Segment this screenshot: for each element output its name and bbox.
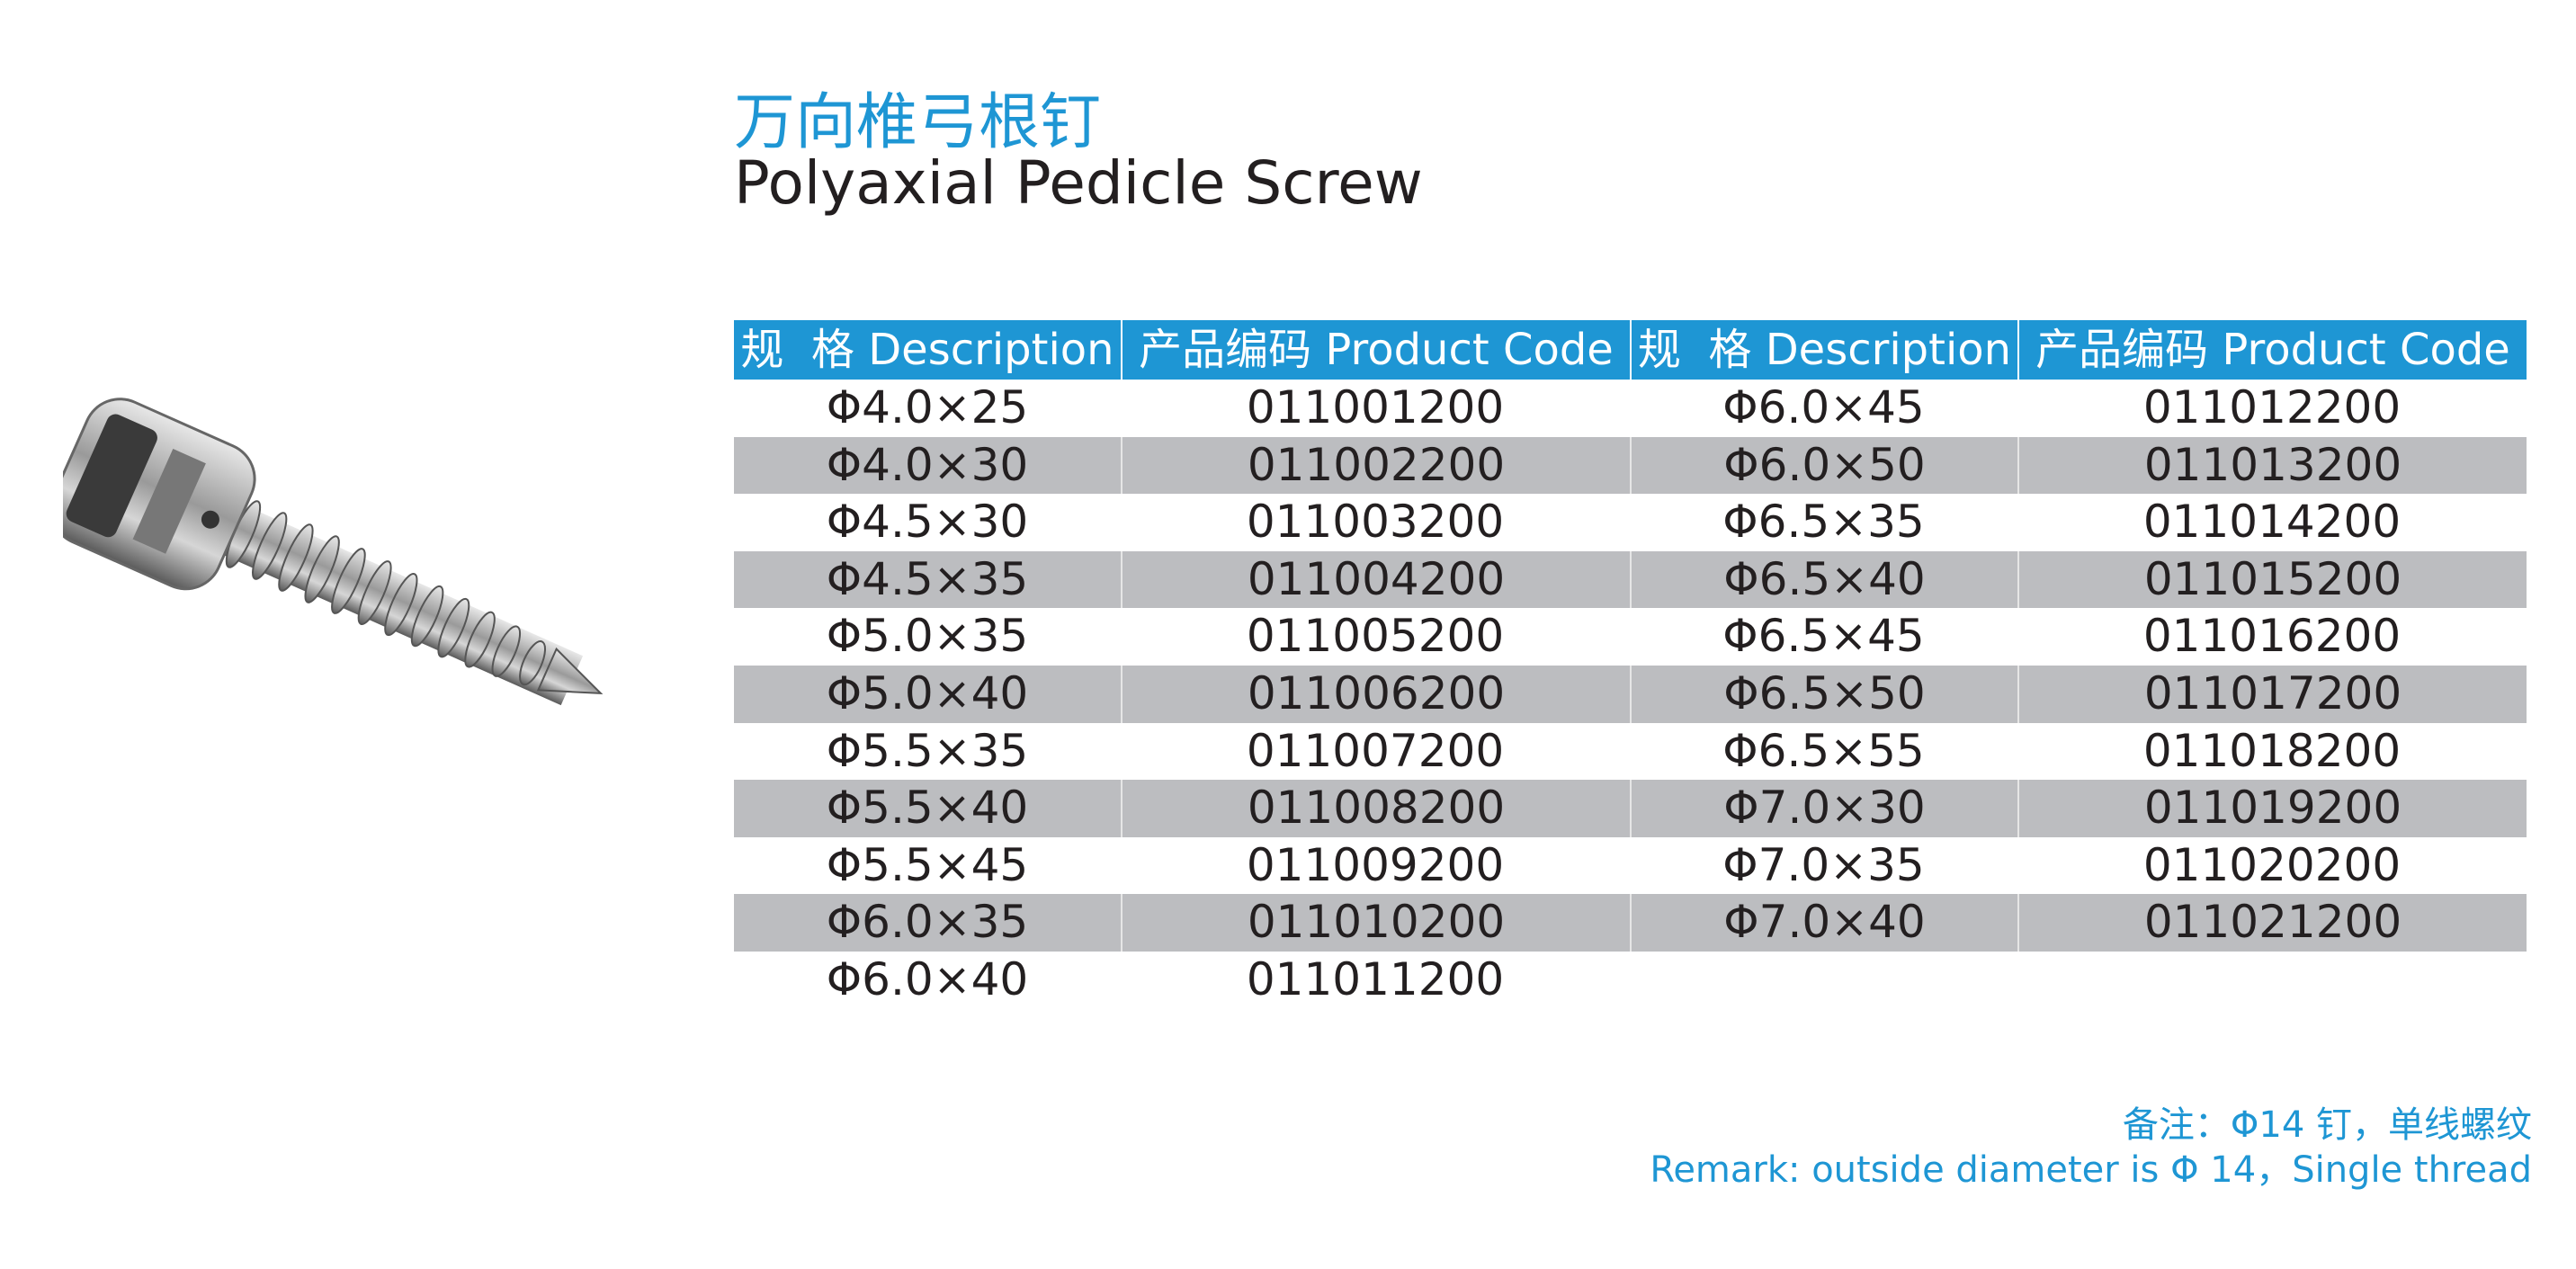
table-cell: Φ4.0×25 xyxy=(826,381,1029,433)
table-cell: Φ6.5×35 xyxy=(1722,496,1925,549)
table-cell: 011019200 xyxy=(2017,780,2527,837)
table-cell: 011017200 xyxy=(2017,666,2527,723)
table-cell: Φ5.5×35 xyxy=(826,724,1029,777)
empty-cell xyxy=(2017,952,2527,1009)
header-cell: 规 格 Description xyxy=(734,320,1121,380)
table-cell: Φ4.0×30 xyxy=(734,436,1121,495)
table-cell: Φ6.0×40 xyxy=(826,953,1029,1005)
table-cell: 011013200 xyxy=(2017,436,2527,495)
table-cell: Φ4.5×35 xyxy=(734,550,1121,609)
subtitle: Polyaxial Pedicle Screw xyxy=(734,148,1423,218)
header-cell: 规 格 Description xyxy=(1630,320,2017,380)
screw-image xyxy=(63,398,604,706)
table-cell: Φ5.5×40 xyxy=(734,780,1121,837)
table-cell: Φ6.5×55 xyxy=(1722,724,1925,777)
header-cell: 产品编码 Product Code xyxy=(2017,320,2527,380)
table-cell: 011007200 xyxy=(1246,724,1505,777)
empty-cell xyxy=(1630,952,2017,1009)
table-cell: Φ6.5×45 xyxy=(1722,610,1925,663)
table-cell: 011002200 xyxy=(1121,436,1630,495)
table-cell: Φ6.5×50 xyxy=(1630,666,2017,723)
table-cell: Φ4.5×30 xyxy=(826,496,1029,549)
table-cell: 011011200 xyxy=(1246,953,1505,1005)
table-cell: 011014200 xyxy=(2142,496,2402,549)
header-cell: 产品编码 Product Code xyxy=(1121,320,1630,380)
table-cell: Φ5.0×40 xyxy=(734,666,1121,723)
title: 万向椎弓根钉 xyxy=(734,87,1102,158)
table-cell: 011012200 xyxy=(2142,381,2402,433)
table-cell: Φ6.0×35 xyxy=(734,894,1121,952)
table-cell: 011009200 xyxy=(1246,838,1505,891)
table-cell: Φ5.5×45 xyxy=(826,838,1029,891)
remark-cn: 备注：Φ14 钉，单线螺纹 xyxy=(2122,1104,2532,1146)
table-cell: 011003200 xyxy=(1246,496,1505,549)
table-cell: 011001200 xyxy=(1246,381,1505,433)
table-cell: 011008200 xyxy=(1121,780,1630,837)
table-cell: 011016200 xyxy=(2142,610,2402,663)
table-cell: 011004200 xyxy=(1121,550,1630,609)
table-cell: Φ5.0×35 xyxy=(826,610,1029,663)
table-cell: 011005200 xyxy=(1246,610,1505,663)
remark-en: Remark: outside diameter is Φ 14，Single … xyxy=(1650,1149,2532,1191)
table-cell: 011020200 xyxy=(2142,838,2402,891)
table-cell: Φ7.0×40 xyxy=(1630,894,2017,952)
table-cell: Φ6.0×50 xyxy=(1630,436,2017,495)
table-cell: 011006200 xyxy=(1121,666,1630,723)
table-cell: Φ6.5×40 xyxy=(1630,550,2017,609)
table-cell: 011018200 xyxy=(2142,724,2402,777)
table-cell: 011015200 xyxy=(2017,550,2527,609)
table-cell: 011021200 xyxy=(2017,894,2527,952)
table-cell: Φ7.0×30 xyxy=(1630,780,2017,837)
table-cell: Φ7.0×35 xyxy=(1722,838,1925,891)
table-cell: Φ6.0×45 xyxy=(1722,381,1925,433)
table-cell: 011010200 xyxy=(1121,894,1630,952)
